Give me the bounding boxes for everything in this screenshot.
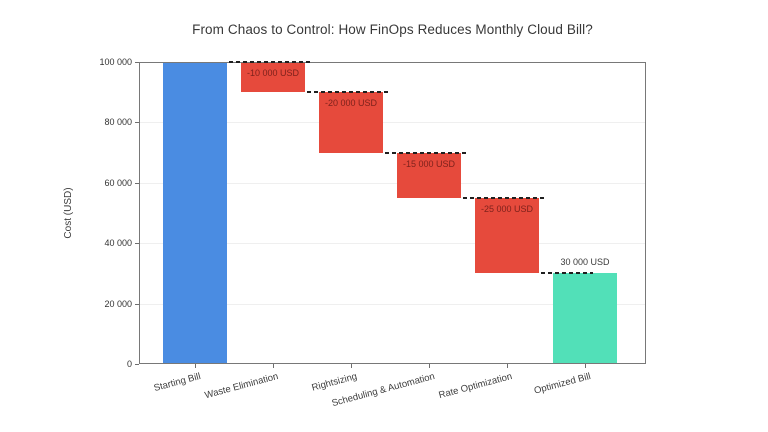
gridline: [139, 122, 646, 124]
y-axis-title: Cost (USD): [62, 187, 74, 239]
waterfall-connector: [307, 91, 389, 94]
bar-rightsizing: [319, 92, 383, 153]
gridline: [139, 243, 646, 245]
bar-optimized-bill: [553, 273, 617, 364]
bar-waste-elimination: [241, 62, 305, 93]
y-tick-label: 100 000: [99, 57, 132, 67]
bar-value-label-optimized-bill: 30 000 USD: [560, 257, 610, 268]
x-tick-label-starting-bill: Starting Bill: [152, 371, 202, 395]
bar-value-label-rightsizing: -20 000 USD: [324, 98, 378, 109]
y-tick-mark: [135, 62, 139, 63]
x-tick-label-optimized-bill: Optimized Bill: [532, 371, 592, 397]
waterfall-connector: [385, 151, 467, 154]
waterfall-connector: [541, 272, 593, 275]
x-tick-mark: [195, 364, 196, 368]
x-tick-label-rate-optimization: Rate Optimization: [438, 371, 514, 402]
gridline: [139, 303, 646, 305]
x-tick-mark: [351, 364, 352, 368]
y-tick-mark: [135, 303, 139, 305]
bar-value-label-rate-optimization: -25 000 USD: [480, 203, 534, 214]
y-tick-mark: [135, 243, 139, 245]
bar-value-label-waste-elimination: -10 000 USD: [246, 68, 300, 78]
chart-title: From Chaos to Control: How FinOps Reduce…: [192, 22, 593, 37]
y-tick-label: 80 000: [104, 117, 132, 128]
waterfall-connector: [229, 61, 311, 63]
x-tick-mark: [429, 364, 430, 368]
x-tick-mark: [507, 364, 508, 368]
y-tick-label: 40 000: [104, 238, 132, 249]
x-tick-label-waste-elimination: Waste Elimination: [203, 371, 280, 402]
y-tick-label: 0: [126, 359, 132, 369]
x-tick-mark: [273, 364, 274, 368]
x-tick-label-rightsizing: Rightsizing: [310, 371, 358, 394]
waterfall-connector: [463, 196, 545, 199]
bar-starting-bill: [163, 62, 227, 364]
y-tick-mark: [135, 122, 139, 124]
bar-rate-optimization: [475, 197, 539, 274]
gridline: [139, 182, 646, 184]
y-tick-label: 20 000: [104, 298, 132, 309]
bar-scheduling-automation: [397, 152, 461, 198]
bar-value-label-scheduling-automation: -15 000 USD: [402, 158, 456, 169]
x-tick-mark: [585, 364, 586, 368]
y-tick-mark: [135, 182, 139, 184]
y-tick-mark: [135, 364, 139, 365]
y-tick-label: 60 000: [104, 177, 132, 188]
